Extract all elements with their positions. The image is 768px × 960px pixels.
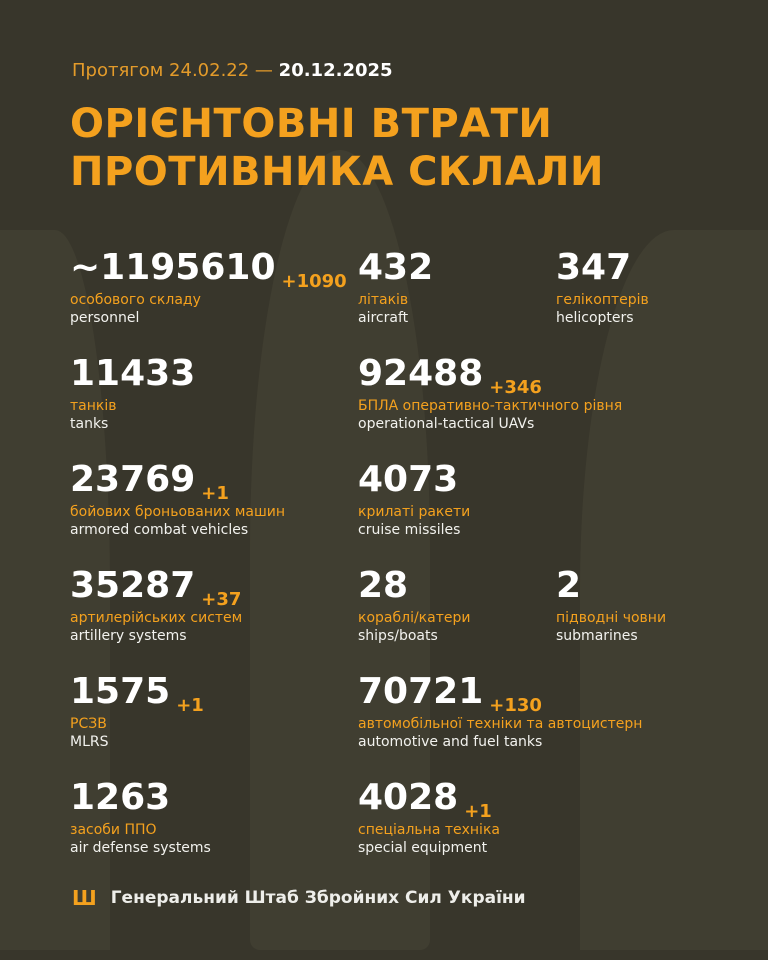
stat-value-row: 4028 +1	[358, 777, 500, 823]
stat-label-en: submarines	[556, 628, 638, 644]
stat-label-en: cruise missiles	[358, 522, 461, 538]
stat-item: 4028 +1 спеціальна техніка special equipmen…	[358, 777, 500, 857]
trident-icon: Ш	[72, 886, 97, 910]
stat-label-ua: автомобільної техніки та автоцистерн	[358, 716, 643, 732]
background-shape	[0, 230, 110, 950]
stat-label-ua: крилаті ракети	[358, 504, 471, 520]
stat-delta: +1090	[281, 271, 347, 292]
stat-value-row: 92488 +346	[358, 353, 622, 399]
stat-label-ua: особового складу	[70, 292, 201, 308]
stat-item: 70721 +130 автомобільної техніки та автоци…	[358, 671, 643, 751]
stat-value-row: 11433	[70, 354, 195, 394]
stat-label-en: MLRS	[70, 734, 109, 750]
stat-item: 347 гелікоптерів helicopters	[556, 248, 649, 327]
stat-label-ua: БПЛА оперативно-тактичного рівня	[358, 398, 623, 414]
footer: Ш Генеральний Штаб Збройних Сил України	[72, 886, 526, 910]
stat-item: 2 підводні човни submarines	[556, 566, 667, 645]
stat-label-en: personnel	[70, 310, 140, 326]
stat-value: 4073	[358, 459, 459, 500]
stat-label-ua: бойових броньованих машин	[70, 504, 286, 520]
stat-delta: +37	[201, 589, 242, 610]
stat-item: 11433 танків tanks	[70, 354, 195, 433]
stat-value-row: 70721 +130	[358, 671, 642, 717]
footer-text: Генеральний Штаб Збройних Сил України	[110, 888, 526, 908]
stat-value: 432	[358, 247, 434, 288]
stat-item: 1263 засоби ППО air defense systems	[70, 778, 211, 857]
stat-label-ua: спеціальна техніка	[358, 822, 500, 838]
stat-label-en: aircraft	[358, 310, 409, 326]
stat-label-ua: засоби ППО	[70, 822, 157, 838]
stat-delta: +130	[489, 695, 542, 716]
stat-value-row: 1575 +1	[70, 671, 204, 717]
stat-value: 23769	[70, 459, 196, 500]
stat-item: 35287 +37 артилерійських систем artillery s…	[70, 565, 243, 645]
stat-item: 1575 +1 РСЗВ MLRS	[70, 671, 204, 751]
stat-value: 2	[556, 565, 582, 606]
stat-label-ua: підводні човни	[556, 610, 667, 626]
stat-value: 1575	[70, 671, 171, 712]
stat-value-row: 23769 +1	[70, 459, 285, 505]
stat-value: 28	[358, 565, 409, 606]
stat-delta: +1	[176, 695, 204, 716]
stat-value: 92488	[358, 353, 484, 394]
stat-label-ua: кораблі/катери	[358, 610, 471, 626]
stat-value: 1263	[70, 777, 171, 818]
stat-label-en: armored combat vehicles	[70, 522, 249, 538]
stat-item: 28 кораблі/катери ships/boats	[358, 566, 471, 645]
stat-delta: +346	[489, 377, 542, 398]
stat-value: 347	[556, 247, 632, 288]
stat-value-row: 347	[556, 248, 649, 288]
stat-label-en: operational-tactical UAVs	[358, 416, 535, 432]
stat-value-row: 28	[358, 566, 470, 606]
page-title: ОРІЄНТОВНІ ВТРАТИ ПРОТИВНИКА СКЛАЛИ	[70, 100, 604, 196]
stat-value-row: 1263	[70, 778, 211, 818]
stat-item: 23769 +1 бойових броньованих машин armored …	[70, 459, 286, 539]
stat-value: 70721	[358, 671, 484, 712]
stat-item: 432 літаків aircraft	[358, 248, 433, 327]
stat-value: 4028	[358, 777, 459, 818]
stat-label-en: automotive and fuel tanks	[358, 734, 543, 750]
stat-item: 4073 крилаті ракети cruise missiles	[358, 460, 471, 539]
stat-label-en: air defense systems	[70, 840, 211, 856]
stat-label-ua: РСЗВ	[70, 716, 107, 732]
stat-value-row: 432	[358, 248, 433, 288]
title-line-1: ОРІЄНТОВНІ ВТРАТИ	[70, 101, 553, 147]
stat-label-en: tanks	[70, 416, 109, 432]
stat-value-row: 2	[556, 566, 666, 606]
stat-value: ~1195610	[70, 247, 276, 288]
period-start: Протягом 24.02.22 —	[72, 60, 273, 81]
period: Протягом 24.02.22 — 20.12.2025	[72, 60, 393, 81]
period-end: 20.12.2025	[278, 60, 393, 81]
stat-label-ua: танків	[70, 398, 117, 414]
stat-value: 11433	[70, 353, 196, 394]
stat-value-row: ~1195610 +1090	[70, 247, 347, 293]
stat-label-en: helicopters	[556, 310, 634, 326]
stat-label-en: special equipment	[358, 840, 488, 856]
stat-label-ua: артилерійських систем	[70, 610, 243, 626]
stat-value: 35287	[70, 565, 196, 606]
background-shape	[580, 230, 768, 950]
stat-delta: +1	[464, 801, 492, 822]
stat-value-row: 35287 +37	[70, 565, 242, 611]
background-shape	[250, 150, 430, 950]
stat-label-en: artillery systems	[70, 628, 187, 644]
stat-label-ua: гелікоптерів	[556, 292, 649, 308]
stat-label-ua: літаків	[358, 292, 409, 308]
stat-item: ~1195610 +1090 особового складу personnel	[70, 247, 347, 327]
stat-value-row: 4073	[358, 460, 470, 500]
title-line-2: ПРОТИВНИКА СКЛАЛИ	[70, 149, 605, 195]
stat-delta: +1	[201, 483, 229, 504]
stat-item: 92488 +346 БПЛА оперативно-тактичного рівн…	[358, 353, 623, 433]
stat-label-en: ships/boats	[358, 628, 438, 644]
